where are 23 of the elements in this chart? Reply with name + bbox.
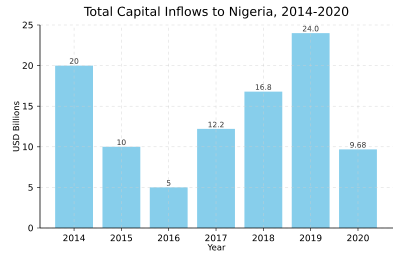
y-tick-label: 20: [22, 62, 33, 69]
y-axis-title: USD Billions: [12, 101, 20, 152]
x-tick-label: 2014: [63, 234, 85, 242]
y-tick-label: 0: [28, 224, 33, 232]
bar: [150, 187, 188, 228]
bar: [339, 149, 377, 228]
y-tick-label: 25: [22, 22, 33, 28]
bar: [292, 33, 330, 228]
x-tick-label: 2015: [110, 234, 132, 242]
bar: [244, 92, 282, 228]
y-tick-label: 15: [23, 102, 33, 110]
x-tick-label: 2016: [158, 234, 180, 242]
x-tick-label: 2017: [205, 234, 227, 242]
chart-title: Total Capital Inflows to Nigeria, 2014-2020: [84, 6, 348, 19]
x-axis-title: Year: [208, 244, 226, 250]
bar: [197, 128, 235, 228]
y-tick-label: 5: [28, 184, 33, 191]
x-tick-label: 2020: [347, 234, 369, 242]
x-tick-label: 2018: [252, 234, 274, 242]
bar: [55, 66, 93, 228]
x-tick-label: 2019: [300, 234, 322, 242]
bar: [102, 146, 140, 228]
y-tick-label: 10: [23, 143, 33, 150]
